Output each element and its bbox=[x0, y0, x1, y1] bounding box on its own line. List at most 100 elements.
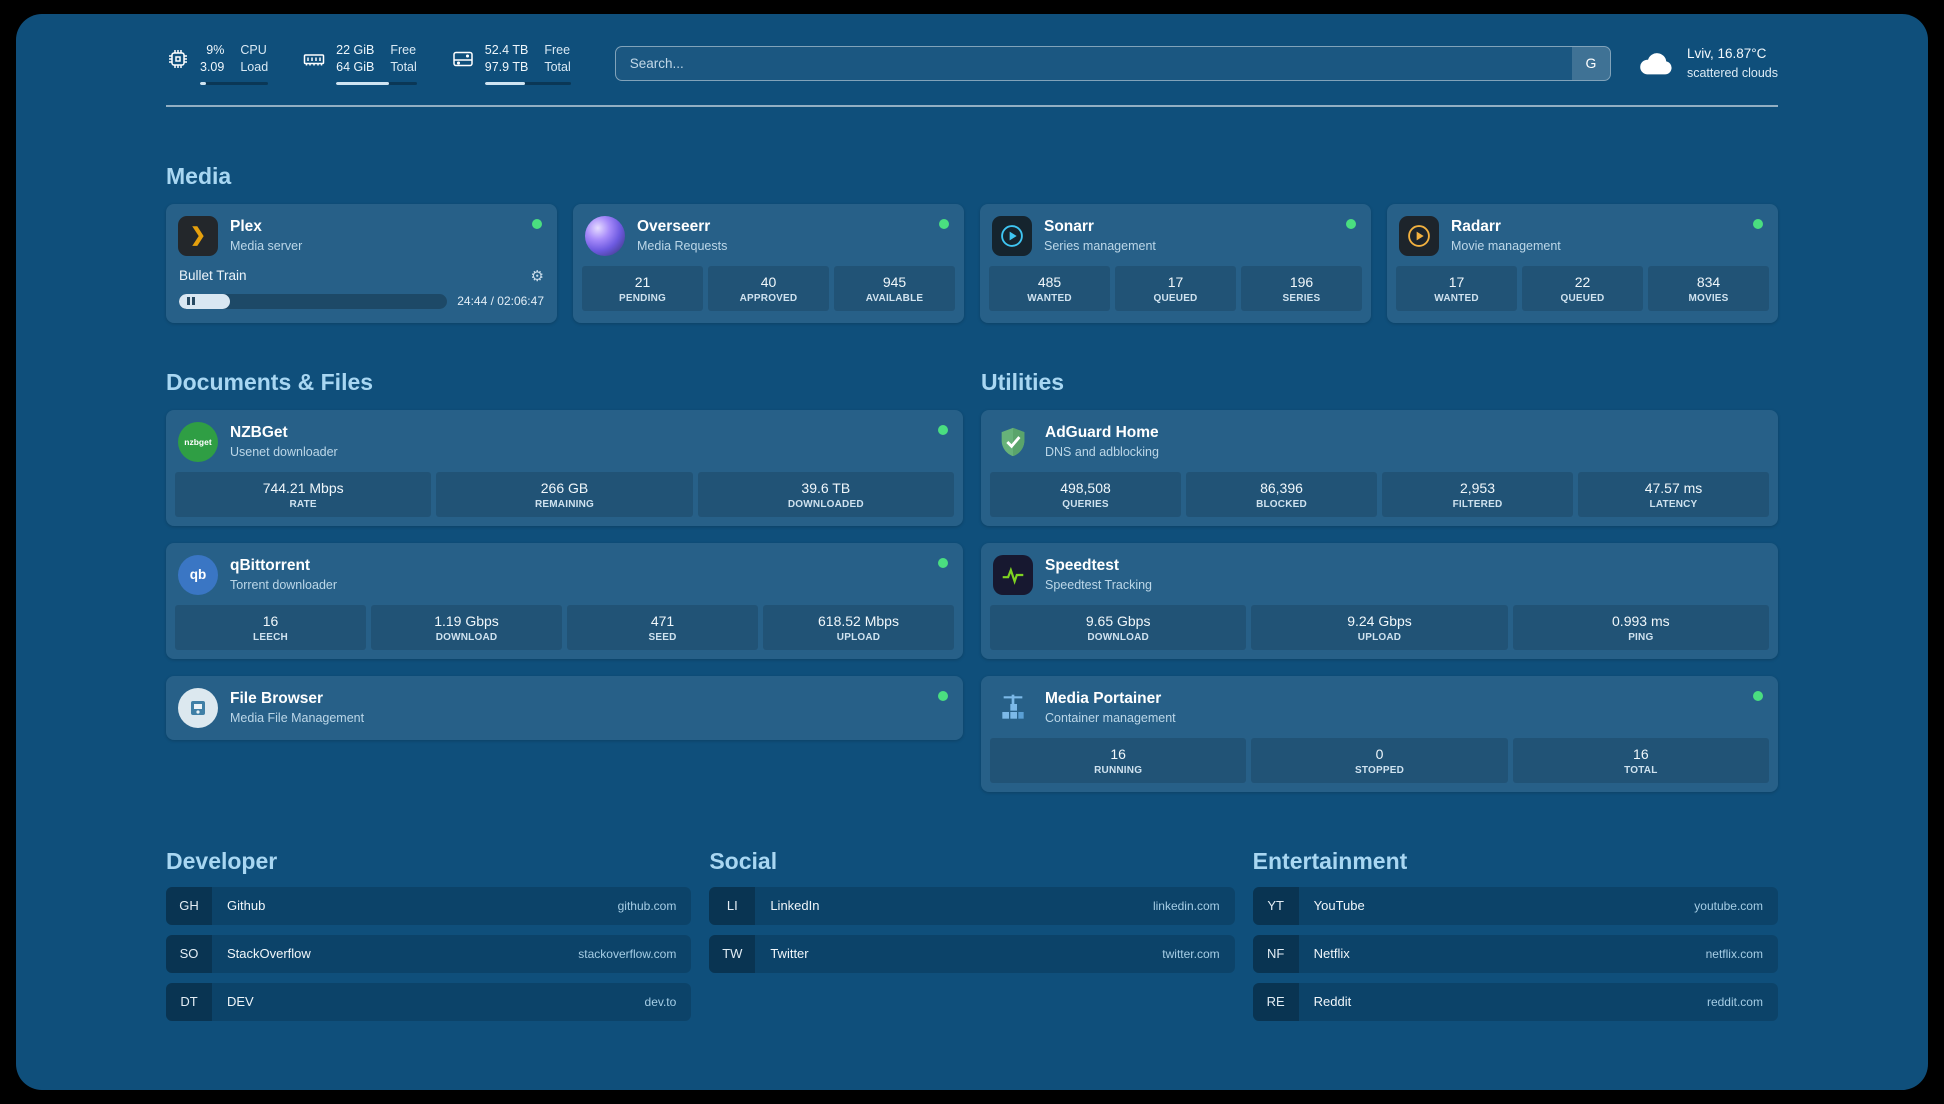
service-card-portainer[interactable]: Media Portainer Container management 16 … bbox=[981, 675, 1778, 792]
stat-rate: 744.21 Mbps RATE bbox=[175, 471, 432, 517]
column-documents: Documents & Files nzbget NZBGet Usenet d… bbox=[166, 369, 963, 792]
bookmark-linkedin[interactable]: LI LinkedIn linkedin.com bbox=[709, 886, 1235, 925]
cpu-load-value: 3.09 bbox=[200, 60, 225, 75]
service-card-nzbget[interactable]: nzbget NZBGet Usenet downloader 744.21 M… bbox=[166, 409, 963, 526]
adguard-icon bbox=[993, 422, 1033, 462]
widget-memory: 22 GiB Free 64 GiB Total bbox=[302, 42, 417, 85]
stat-upload: 618.52 Mbps UPLOAD bbox=[763, 604, 954, 650]
bookmark-abbr: SO bbox=[166, 934, 212, 973]
plex-player: 24:44 / 02:06:47 bbox=[175, 293, 548, 314]
memory-usage-bar bbox=[336, 81, 417, 85]
service-card-radarr[interactable]: Radarr Movie management 17 WANTED 22 QUE… bbox=[1387, 203, 1778, 323]
gear-icon[interactable]: ⚙ bbox=[530, 267, 544, 285]
bookmark-url: dev.to bbox=[644, 994, 677, 1009]
nzbget-icon: nzbget bbox=[178, 421, 218, 462]
disk-usage-bar bbox=[484, 81, 571, 85]
bookmark-abbr: LI bbox=[709, 886, 756, 925]
cpu-usage-value: 9% bbox=[206, 43, 225, 57]
service-name: Plex bbox=[230, 218, 262, 235]
stat-blocked: 86,396 BLOCKED bbox=[1186, 471, 1377, 517]
disk-icon bbox=[453, 51, 473, 67]
bookmark-reddit[interactable]: RE Reddit reddit.com bbox=[1252, 982, 1778, 1021]
status-dot bbox=[939, 218, 949, 229]
playback-progress-bar[interactable] bbox=[179, 293, 448, 309]
service-card-filebrowser[interactable]: File Browser Media File Management bbox=[166, 675, 963, 740]
bookmark-name: Github bbox=[227, 898, 266, 913]
stat-upload: 9.24 Gbps UPLOAD bbox=[1251, 604, 1508, 650]
stat-queries: 498,508 QUERIES bbox=[990, 471, 1181, 517]
stat-queued: 22 QUEUED bbox=[1522, 265, 1643, 311]
service-subtitle: Media server bbox=[230, 239, 303, 253]
stat-leech: 16 LEECH bbox=[175, 604, 366, 650]
service-card-overseerr[interactable]: Overseerr Media Requests 21 PENDING 40 A… bbox=[573, 203, 964, 323]
search-input[interactable] bbox=[615, 46, 1572, 80]
bookmark-twitter[interactable]: TW Twitter twitter.com bbox=[709, 934, 1235, 973]
stat-available: 945 AVAILABLE bbox=[834, 265, 955, 311]
stat-download: 1.19 Gbps DOWNLOAD bbox=[371, 604, 562, 650]
dashboard: 9% CPU 3.09 Load 22 GiB Free bbox=[16, 14, 1928, 1090]
bookmark-abbr: YT bbox=[1252, 886, 1299, 925]
service-name: Sonarr bbox=[1044, 218, 1094, 235]
stat-movies: 834 MOVIES bbox=[1648, 265, 1769, 311]
bookmark-dev[interactable]: DT DEV dev.to bbox=[166, 982, 692, 1021]
bookmark-stackoverflow[interactable]: SO StackOverflow stackoverflow.com bbox=[166, 934, 692, 973]
plex-icon: ❯ bbox=[178, 215, 218, 256]
cloud-icon bbox=[1640, 53, 1672, 75]
pause-icon[interactable] bbox=[187, 297, 195, 305]
stat-approved: 40 APPROVED bbox=[708, 265, 829, 311]
bookmark-url: netflix.com bbox=[1705, 946, 1763, 961]
widget-cpu: 9% CPU 3.09 Load bbox=[166, 42, 269, 85]
memory-total-value: 64 GiB bbox=[336, 60, 375, 75]
bookmark-youtube[interactable]: YT YouTube youtube.com bbox=[1252, 886, 1778, 925]
filebrowser-icon bbox=[178, 687, 218, 728]
bookmark-url: youtube.com bbox=[1694, 898, 1763, 913]
service-subtitle: DNS and adblocking bbox=[1045, 445, 1159, 459]
bookmark-name: Reddit bbox=[1313, 994, 1352, 1009]
status-dot bbox=[938, 557, 948, 568]
bookmark-url: stackoverflow.com bbox=[578, 946, 677, 961]
search-provider-button[interactable]: G bbox=[1571, 46, 1610, 80]
stat-filtered: 2,953 FILTERED bbox=[1382, 471, 1573, 517]
bookmark-url: reddit.com bbox=[1706, 994, 1763, 1009]
stat-ping: 0.993 ms PING bbox=[1512, 604, 1769, 650]
service-card-plex[interactable]: ❯ Plex Media server Bullet Train ⚙ 24:44 bbox=[166, 203, 557, 323]
service-subtitle: Media Requests bbox=[637, 239, 728, 253]
media-cards: ❯ Plex Media server Bullet Train ⚙ 24:44 bbox=[166, 203, 1778, 323]
bookmark-name: Netflix bbox=[1313, 946, 1350, 961]
service-name: NZBGet bbox=[230, 424, 288, 441]
stat-remaining: 266 GB REMAINING bbox=[436, 471, 693, 517]
service-name: Media Portainer bbox=[1045, 690, 1162, 707]
service-card-qbittorrent[interactable]: qb qBittorrent Torrent downloader 16 LEE… bbox=[166, 542, 963, 659]
bookmark-github[interactable]: GH Github github.com bbox=[166, 886, 692, 925]
disk-free-value: 52.4 TB bbox=[484, 43, 529, 57]
bookmark-name: StackOverflow bbox=[227, 946, 311, 961]
service-card-speedtest[interactable]: Speedtest Speedtest Tracking 9.65 Gbps D… bbox=[981, 542, 1778, 659]
cpu-icon bbox=[169, 50, 187, 68]
service-card-adguard[interactable]: AdGuard Home DNS and adblocking 498,508 … bbox=[981, 409, 1778, 526]
stat-total: 16 TOTAL bbox=[1512, 737, 1769, 783]
service-card-sonarr[interactable]: Sonarr Series management 485 WANTED 17 Q… bbox=[980, 203, 1371, 323]
service-subtitle: Container management bbox=[1045, 711, 1176, 725]
service-subtitle: Movie management bbox=[1451, 239, 1561, 253]
resource-widgets: 9% CPU 3.09 Load 22 GiB Free bbox=[166, 42, 571, 85]
column-utilities: Utilities AdGuard Home DNS and adblockin… bbox=[981, 369, 1778, 792]
bookmark-name: LinkedIn bbox=[770, 898, 820, 913]
playback-time: 24:44 / 02:06:47 bbox=[457, 294, 544, 308]
service-subtitle: Media File Management bbox=[230, 711, 365, 725]
disk-total-value: 97.9 TB bbox=[484, 60, 529, 75]
service-name: Radarr bbox=[1451, 218, 1501, 235]
bookmark-netflix[interactable]: NF Netflix netflix.com bbox=[1252, 934, 1778, 973]
radarr-icon bbox=[1399, 215, 1439, 256]
bookmark-abbr: GH bbox=[166, 886, 212, 925]
service-name: File Browser bbox=[230, 690, 324, 707]
widget-disk: 52.4 TB Free 97.9 TB Total bbox=[451, 42, 571, 85]
portainer-icon bbox=[993, 688, 1033, 728]
sonarr-icon bbox=[992, 215, 1032, 256]
memory-free-label: Free bbox=[390, 43, 417, 57]
stat-downloaded: 39.6 TB DOWNLOADED bbox=[697, 471, 954, 517]
stat-seed: 471 SEED bbox=[567, 604, 758, 650]
section-title-social: Social bbox=[709, 847, 778, 874]
status-dot bbox=[938, 690, 948, 701]
bookmark-url: linkedin.com bbox=[1152, 898, 1220, 913]
section-title-documents: Documents & Files bbox=[166, 368, 374, 395]
